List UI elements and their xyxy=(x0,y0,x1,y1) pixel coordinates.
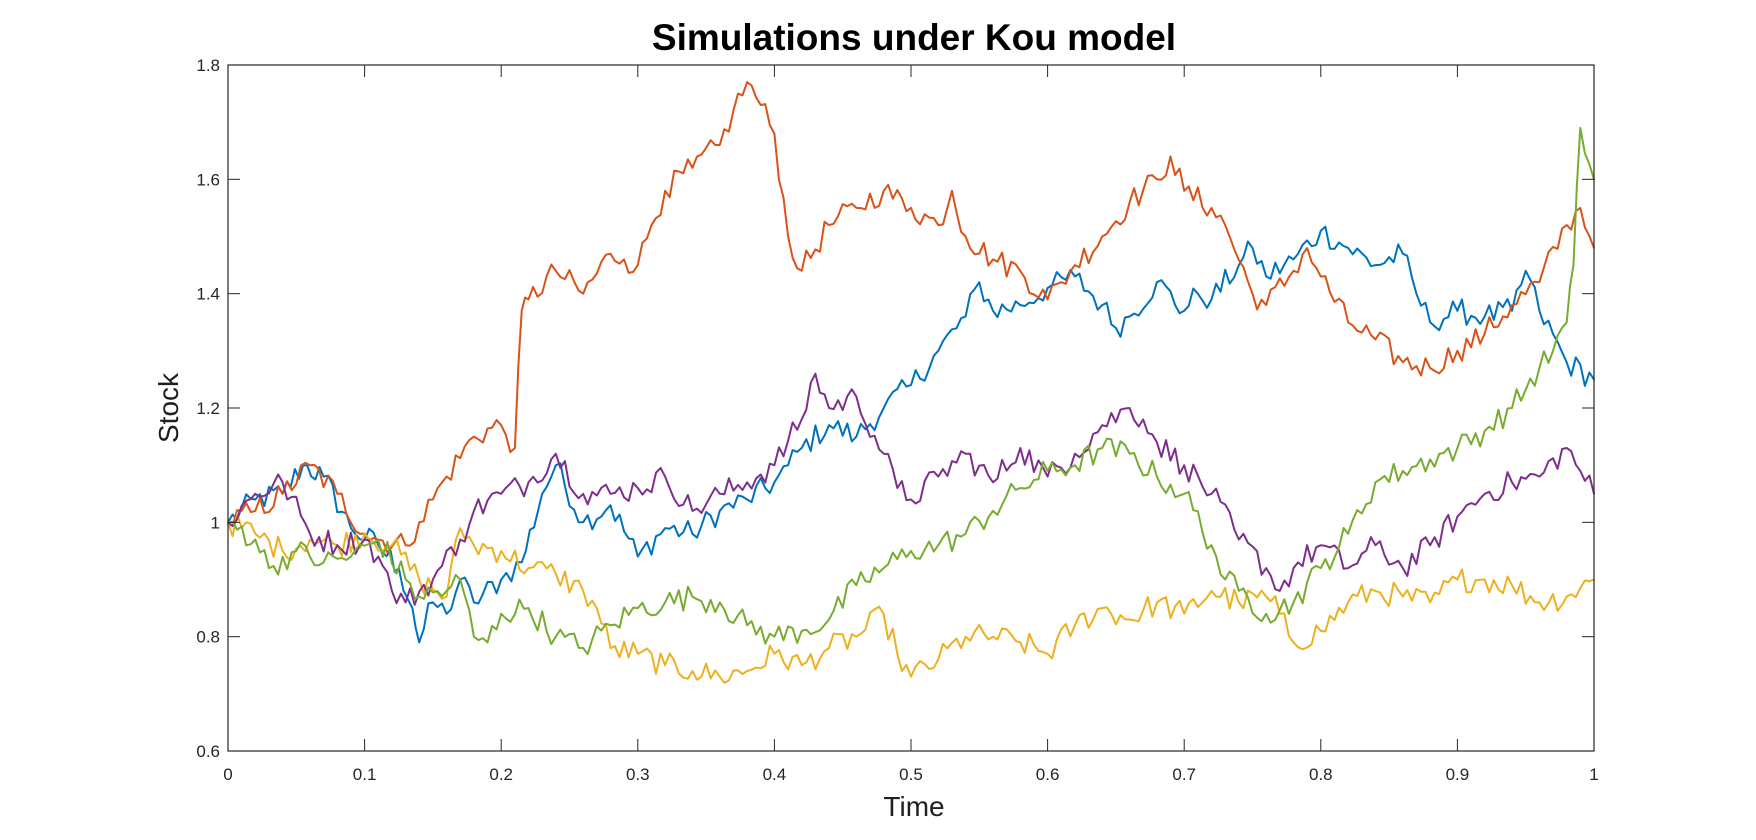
x-tick-label: 0.4 xyxy=(763,765,787,784)
x-tick-label: 1 xyxy=(1589,765,1598,784)
x-axis-label: Time xyxy=(883,791,944,822)
series-layer xyxy=(227,81,1595,684)
y-tick-label: 0.8 xyxy=(196,628,220,647)
axis-ticks: 0 0.1 0.2 0.3 0.4 0.5 0.6 0.7 0.8 0.9 1 0.6 0.8 1 1.2 1… xyxy=(196,56,1598,784)
x-tick-label: 0.7 xyxy=(1172,765,1196,784)
series-line-4 xyxy=(227,372,1595,606)
plot-frame xyxy=(227,64,1595,752)
y-tick-label: 1.4 xyxy=(196,285,220,304)
x-tick-label: 0.2 xyxy=(489,765,513,784)
x-tick-label: 0.3 xyxy=(626,765,650,784)
x-tick-label: 0.5 xyxy=(899,765,923,784)
series-line-5 xyxy=(227,126,1595,656)
y-tick-label: 1.8 xyxy=(196,56,220,75)
series-line-1 xyxy=(227,225,1595,644)
series-line-3 xyxy=(227,513,1595,684)
x-tick-label: 0.9 xyxy=(1446,765,1470,784)
y-tick-label: 1.6 xyxy=(196,170,220,189)
x-tick-label: 0.6 xyxy=(1036,765,1060,784)
x-tick-label: 0 xyxy=(223,765,232,784)
y-axis-label: Stock xyxy=(153,372,184,443)
x-tick-label: 0.8 xyxy=(1309,765,1333,784)
chart-title: Simulations under Kou model xyxy=(652,17,1176,58)
y-tick-label: 1.2 xyxy=(196,399,220,418)
x-tick-label: 0.1 xyxy=(353,765,377,784)
y-tick-label: 0.6 xyxy=(196,742,220,761)
series-line-2 xyxy=(227,81,1595,554)
y-tick-label: 1 xyxy=(211,513,220,532)
